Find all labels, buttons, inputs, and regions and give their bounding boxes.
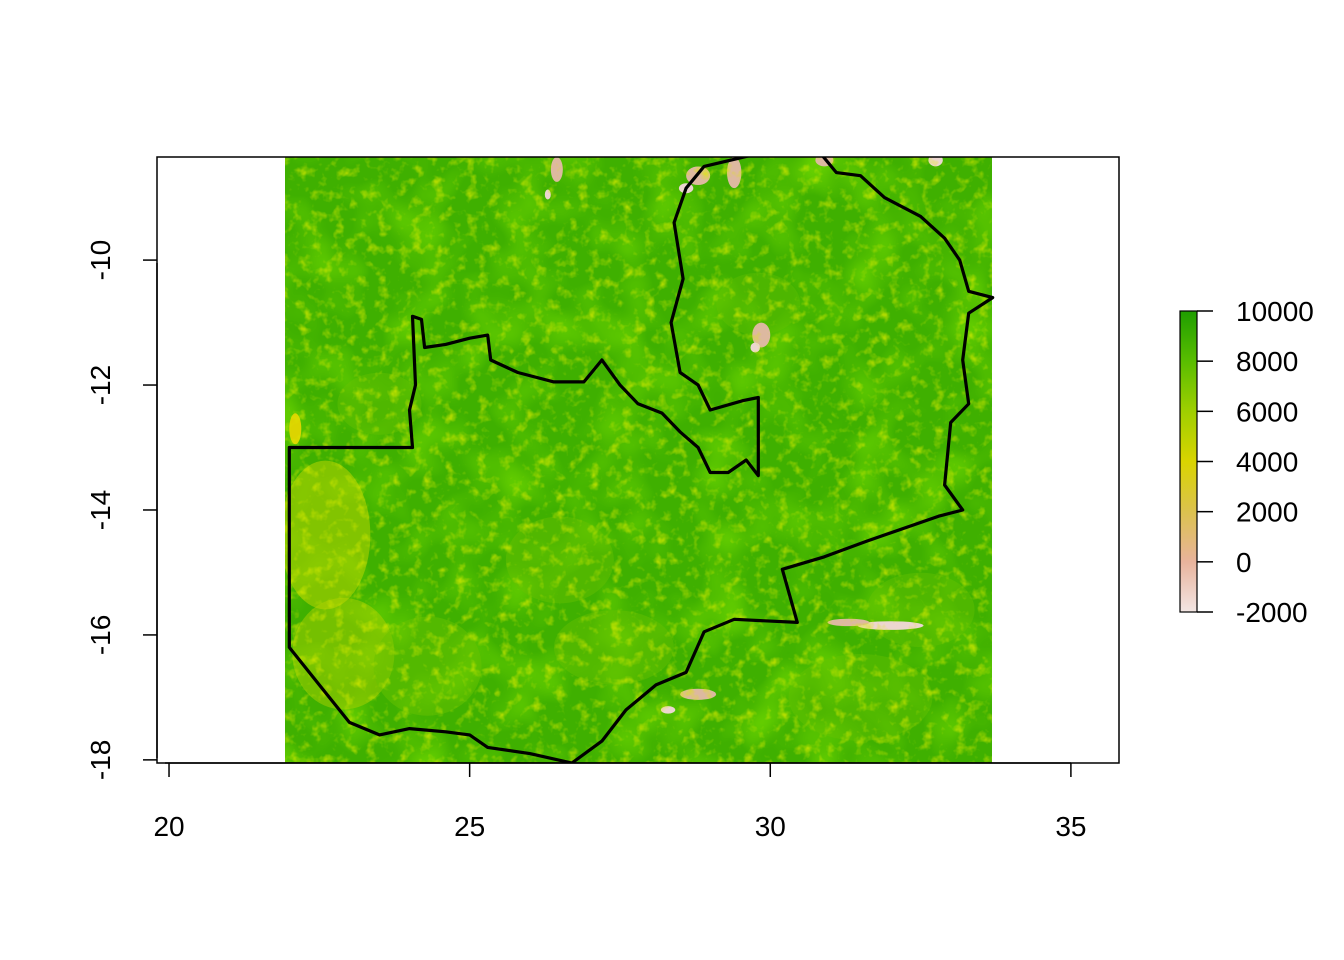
raster-texture — [285, 157, 992, 763]
legend-tick-label: 4000 — [1236, 447, 1298, 478]
legend-tick-label: 2000 — [1236, 497, 1298, 528]
color-legend: 10000 8000 6000 4000 2000 0 -2000 — [1179, 296, 1314, 628]
raster-layer — [285, 157, 992, 763]
y-tick-label: -14 — [85, 490, 116, 530]
boundary-line — [287, 157, 995, 763]
x-axis: 20 25 30 35 — [153, 762, 1086, 842]
y-axis: -10 -12 -14 -16 -18 — [85, 240, 158, 780]
x-tick-label: 25 — [454, 811, 485, 842]
legend-tick-label: 6000 — [1236, 396, 1298, 427]
x-tick-label: 35 — [1055, 811, 1086, 842]
y-tick-label: -16 — [85, 615, 116, 655]
x-tick-label: 20 — [153, 811, 184, 842]
country-boundary — [287, 157, 995, 763]
y-tick-label: -10 — [85, 240, 116, 280]
y-tick-label: -12 — [85, 365, 116, 405]
x-tick-label: 30 — [755, 811, 786, 842]
legend-tick-label: 10000 — [1236, 296, 1314, 327]
legend-tick-label: 0 — [1236, 547, 1252, 578]
y-tick-label: -18 — [85, 740, 116, 780]
legend-tick-label: 8000 — [1236, 346, 1298, 377]
legend-tick-label: -2000 — [1236, 597, 1308, 628]
legend-colorbar — [1179, 310, 1198, 613]
